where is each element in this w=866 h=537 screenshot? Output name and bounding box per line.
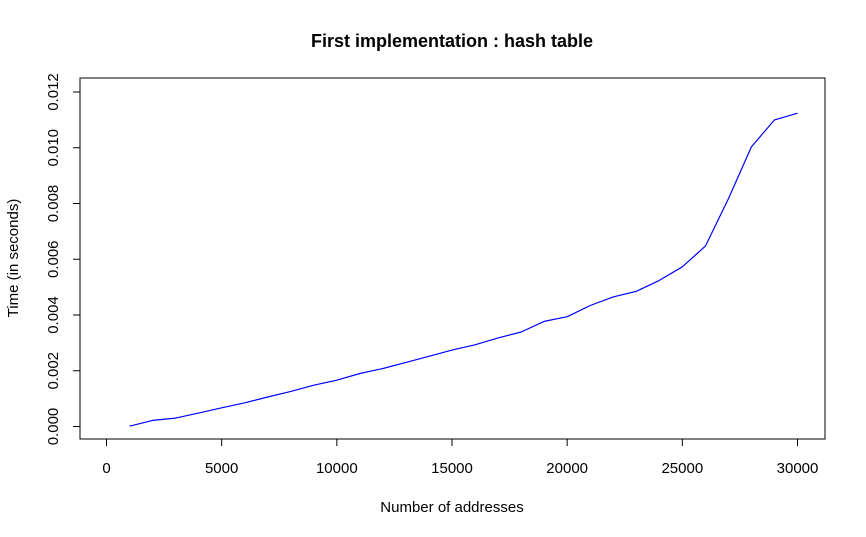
y-tick-label: 0.002 bbox=[45, 352, 62, 390]
y-tick-label: 0.008 bbox=[45, 185, 62, 223]
x-tick-label: 15000 bbox=[431, 460, 473, 477]
plot-frame bbox=[79, 77, 826, 440]
y-tick-label: 0.010 bbox=[45, 129, 62, 167]
x-tick-label: 20000 bbox=[546, 460, 588, 477]
x-axis: 0 5000 10000 15000 20000 25000 30000 bbox=[102, 438, 819, 477]
y-axis: 0.000 0.002 0.004 0.006 0.008 0.010 0.012 bbox=[45, 73, 81, 446]
x-tick-label: 30000 bbox=[777, 460, 819, 477]
y-tick-label: 0.012 bbox=[45, 73, 62, 111]
x-tick-label: 5000 bbox=[205, 460, 238, 477]
y-tick-label: 0.004 bbox=[45, 296, 62, 334]
series-layer bbox=[129, 112, 798, 427]
x-axis-label: Number of addresses bbox=[380, 499, 523, 516]
x-tick-label: 25000 bbox=[661, 460, 703, 477]
chart-title: First implementation : hash table bbox=[311, 31, 593, 51]
y-axis-label: Time (in seconds) bbox=[5, 199, 22, 318]
x-tick-label: 10000 bbox=[316, 460, 358, 477]
y-tick-label: 0.006 bbox=[45, 240, 62, 278]
x-tick-label: 0 bbox=[102, 460, 110, 477]
series-line bbox=[129, 112, 798, 427]
y-tick-label: 0.000 bbox=[45, 408, 62, 446]
